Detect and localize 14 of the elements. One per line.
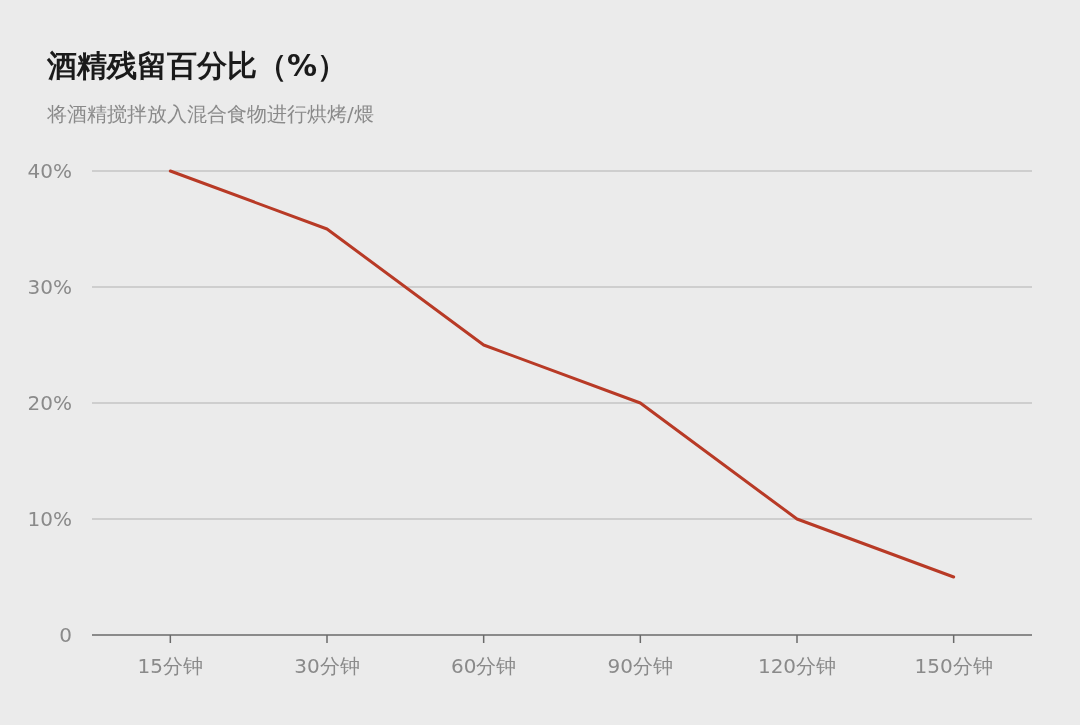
- y-tick-label: 40%: [27, 159, 72, 183]
- y-tick-label: 0: [59, 623, 72, 647]
- x-tick-label: 15分钟: [137, 654, 204, 678]
- chart-subtitle: 将酒精搅拌放入混合食物进行烘烤/煨: [46, 102, 374, 126]
- y-tick-label: 10%: [27, 507, 72, 531]
- x-tick-label: 60分钟: [450, 654, 517, 678]
- line-series: [168, 169, 956, 579]
- chart-title: 酒精残留百分比（%）: [46, 48, 348, 83]
- x-tick-label: 30分钟: [294, 654, 360, 678]
- x-tick-label: 150分钟: [914, 654, 993, 678]
- x-tick-label: 90分钟: [607, 654, 674, 678]
- y-tick-label: 30%: [27, 275, 72, 299]
- y-tick-label: 20%: [27, 391, 72, 415]
- x-tick-label: 120分钟: [757, 654, 837, 678]
